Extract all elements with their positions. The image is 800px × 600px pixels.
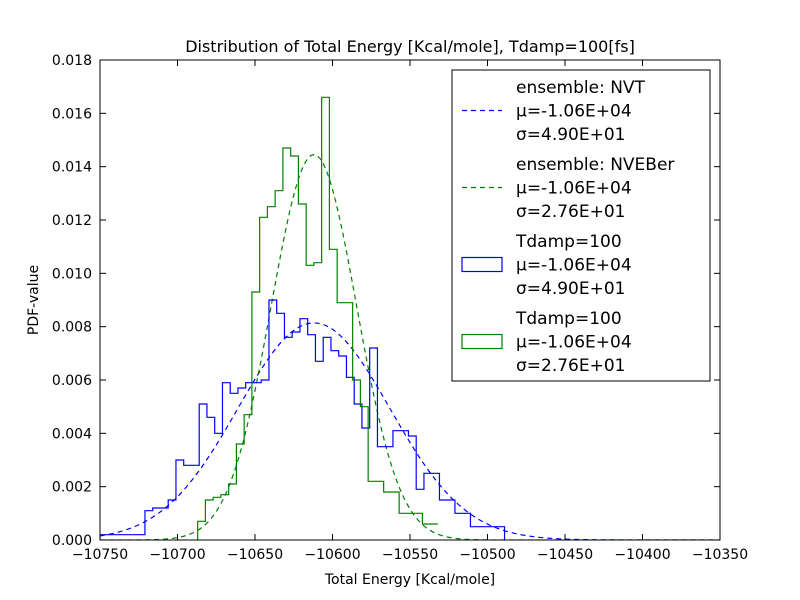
legend-entry-text: σ=4.90E+01 <box>516 125 626 145</box>
x-tick-label: −10600 <box>304 547 360 563</box>
legend-entry-text: σ=2.76E+01 <box>516 202 626 222</box>
legend-entry-text: Tdamp=100 <box>515 232 622 252</box>
x-tick-label: −10550 <box>382 547 438 563</box>
y-tick-label: 0.002 <box>52 480 92 496</box>
legend-entry-text: σ=4.90E+01 <box>516 279 626 299</box>
plot-area: −10750 −10700 −10650 −10600 −10550 −10500 −104… <box>52 53 748 563</box>
fit-curve-series-0 <box>100 322 720 540</box>
legend-entry-text: ensemble: NVEBer <box>516 155 674 175</box>
legend-box-marker <box>461 256 503 273</box>
legend-box-marker <box>461 333 503 350</box>
x-tick-label: −10750 <box>72 547 128 563</box>
x-tick-label: −10350 <box>692 547 748 563</box>
y-tick-label: 0.000 <box>52 533 92 549</box>
y-tick-label: 0.008 <box>52 320 92 336</box>
legend-entry-text: σ=2.76E+01 <box>516 356 626 376</box>
y-tick-label: 0.004 <box>52 426 92 442</box>
legend-entry-text: μ=-1.06E+04 <box>516 333 632 353</box>
y-tick-label: 0.010 <box>52 266 92 282</box>
histogram-series-3 <box>197 96 438 540</box>
y-tick-label: 0.016 <box>52 106 92 122</box>
y-tick-label: 0.012 <box>52 213 92 229</box>
x-tick-label: −10450 <box>537 547 593 563</box>
y-axis-label: PDF-value <box>26 265 42 335</box>
legend-entry-text: Tdamp=100 <box>515 309 622 329</box>
histogram-series-2 <box>100 299 506 540</box>
y-tick-label: 0.006 <box>52 373 92 389</box>
x-tick-label: −10400 <box>614 547 670 563</box>
legend-box <box>451 69 711 382</box>
x-tick-label: −10700 <box>149 547 205 563</box>
legend-entry-text: μ=-1.06E+04 <box>516 102 632 122</box>
x-tick-label: −10500 <box>459 547 515 563</box>
chart-title: Distribution of Total Energy [Kcal/mole]… <box>185 37 635 56</box>
y-tick-label: 0.014 <box>52 160 92 176</box>
legend-entry-text: μ=-1.06E+04 <box>516 256 632 276</box>
x-axis-label: Total Energy [Kcal/mole] <box>324 572 495 588</box>
x-tick-label: −10650 <box>227 547 283 563</box>
legend-entry-text: ensemble: NVT <box>516 78 646 98</box>
data-layer <box>100 96 720 540</box>
legend-entry-text: μ=-1.06E+04 <box>516 179 632 199</box>
y-tick-label: 0.018 <box>52 53 92 69</box>
